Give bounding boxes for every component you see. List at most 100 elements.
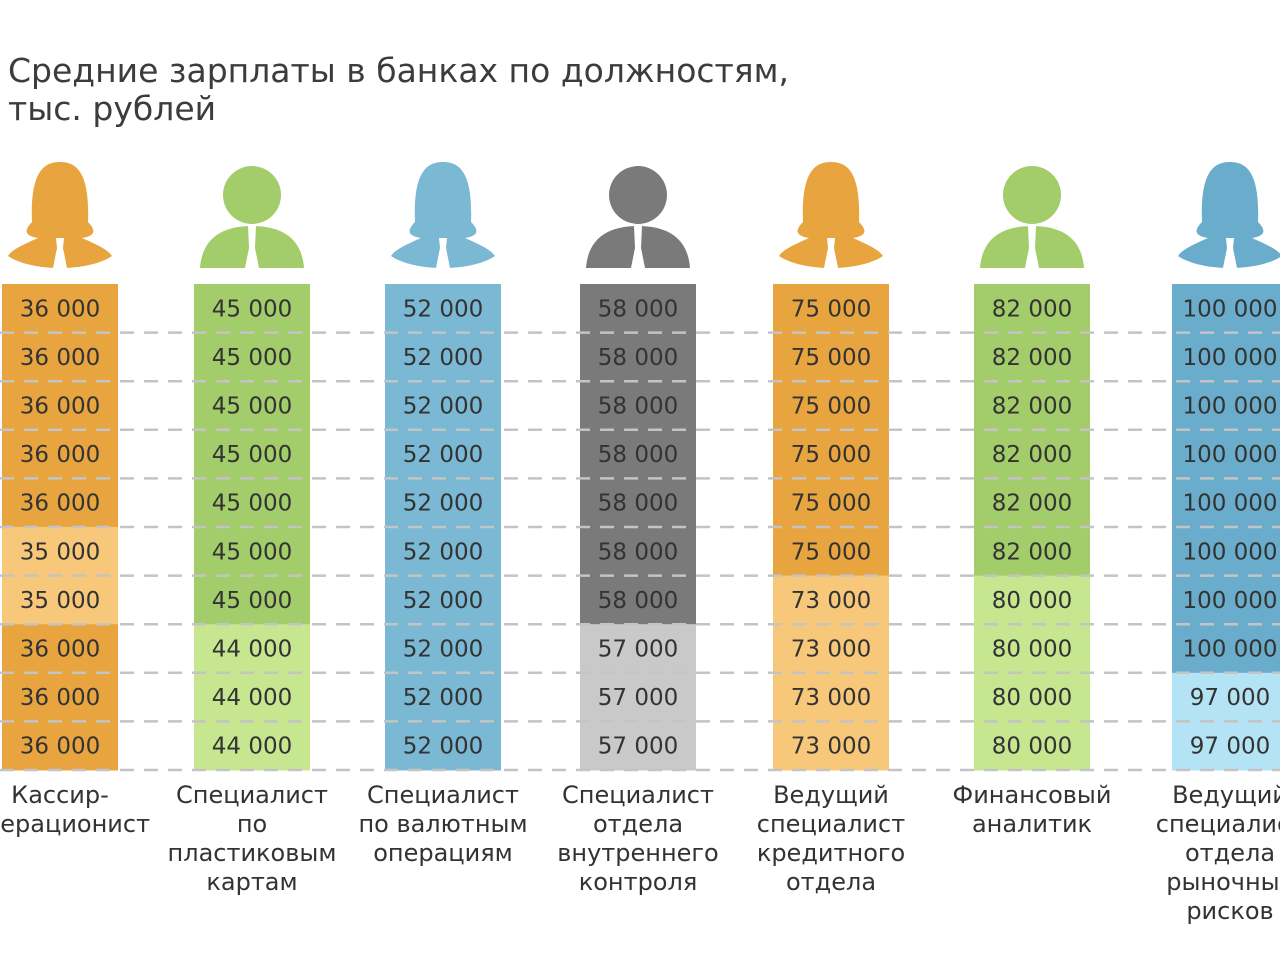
column-label-line: внутреннего: [557, 839, 719, 867]
column-label-line: отдела: [1184, 839, 1276, 867]
salary-cell: [385, 429, 501, 479]
salary-cell: [773, 624, 889, 674]
column-label-line: операциям: [373, 839, 513, 867]
salary-value: 100 000: [1182, 588, 1277, 614]
salary-value: 57 000: [598, 734, 678, 760]
female-person-icon: [391, 162, 495, 268]
female-person-icon: [1178, 162, 1280, 268]
male-person-icon: [586, 166, 690, 268]
female-person-icon: [8, 162, 112, 268]
salary-value: 52 000: [403, 637, 483, 663]
salary-cell: [580, 478, 696, 528]
column-label-line: Специалист: [176, 781, 328, 809]
male-person-icon: [200, 166, 304, 268]
salary-cell: [580, 624, 696, 674]
column-label-line: Ведущий: [1172, 781, 1280, 809]
salary-cell: [2, 429, 118, 479]
salary-value: 44 000: [212, 637, 292, 663]
salary-value: 75 000: [791, 394, 871, 420]
salary-value: 100 000: [1182, 442, 1277, 468]
salary-cell: [194, 624, 310, 674]
salary-value: 57 000: [598, 637, 678, 663]
salary-cell: [1172, 575, 1280, 625]
salary-cell: [580, 527, 696, 577]
salary-value: 36 000: [20, 296, 100, 322]
salary-cell: [1172, 672, 1280, 722]
salary-cell: [385, 284, 501, 334]
column-label-line: Специалист: [562, 781, 714, 809]
salary-cell: [385, 381, 501, 431]
salary-value: 75 000: [791, 442, 871, 468]
salary-cell: [385, 672, 501, 722]
column-label-line: Ведущий: [773, 781, 889, 809]
salary-value: 45 000: [212, 345, 292, 371]
salary-value: 35 000: [20, 588, 100, 614]
salary-value: 58 000: [598, 442, 678, 468]
salary-cell: [194, 672, 310, 722]
salary-cell: [773, 478, 889, 528]
salary-cell: [385, 527, 501, 577]
salary-cell: [773, 381, 889, 431]
column-label-line: по валютным: [358, 810, 528, 838]
column-label-line: рыночных: [1166, 868, 1280, 896]
salary-cell: [974, 672, 1090, 722]
salary-cell: [194, 527, 310, 577]
salary-cell: [1172, 478, 1280, 528]
salary-cell: [1172, 527, 1280, 577]
salary-cell: [2, 527, 118, 577]
salary-cell: [974, 478, 1090, 528]
salary-cell: [2, 575, 118, 625]
salary-cell: [773, 429, 889, 479]
salary-cell: [580, 575, 696, 625]
salary-cell: [385, 575, 501, 625]
salary-cell: [773, 575, 889, 625]
column-label-line: кредитного: [756, 839, 906, 867]
column-label: Ведущий специалист кредитного отдела: [731, 781, 931, 897]
salary-value: 58 000: [598, 394, 678, 420]
salary-cell: [773, 672, 889, 722]
salary-cell: [773, 527, 889, 577]
column-label-line: картам: [206, 868, 298, 896]
salary-value: 44 000: [212, 685, 292, 711]
salary-cell: [1172, 381, 1280, 431]
salary-cell: [974, 429, 1090, 479]
salary-value: 73 000: [791, 637, 871, 663]
salary-cell: [2, 721, 118, 771]
salary-value: 75 000: [791, 539, 871, 565]
salary-cell: [1172, 332, 1280, 382]
salary-cell: [974, 284, 1090, 334]
salary-value: 58 000: [598, 296, 678, 322]
salary-cell: [2, 284, 118, 334]
salary-value: 36 000: [20, 637, 100, 663]
salary-cell: [773, 721, 889, 771]
salary-value: 100 000: [1182, 637, 1277, 663]
salary-value: 100 000: [1182, 539, 1277, 565]
salary-value: 97 000: [1190, 685, 1270, 711]
column-label-line: рисков: [1186, 897, 1274, 925]
salary-value: 58 000: [598, 345, 678, 371]
salary-cell: [2, 478, 118, 528]
salary-value: 36 000: [20, 734, 100, 760]
salary-cell: [2, 672, 118, 722]
salary-cell: [194, 478, 310, 528]
column-label-line: пластиковым: [167, 839, 337, 867]
salary-cell: [580, 284, 696, 334]
salary-cell: [1172, 284, 1280, 334]
chart-title: Средние зарплаты в банках по должностям,…: [8, 51, 790, 128]
column-label-line: отдела: [592, 810, 684, 838]
female-person-icon: [779, 162, 883, 268]
salary-cell: [974, 624, 1090, 674]
salary-value: 80 000: [992, 734, 1072, 760]
column-label-line: отдела: [785, 868, 877, 896]
salary-value: 45 000: [212, 442, 292, 468]
salary-cell: [580, 429, 696, 479]
salary-cell: [2, 624, 118, 674]
salary-value: 100 000: [1182, 491, 1277, 517]
salary-value: 52 000: [403, 345, 483, 371]
column-label: Финансовый аналитик: [932, 781, 1132, 839]
salary-value: 82 000: [992, 394, 1072, 420]
salary-value: 45 000: [212, 296, 292, 322]
salary-value: 45 000: [212, 588, 292, 614]
salary-value: 100 000: [1182, 296, 1277, 322]
salary-value: 100 000: [1182, 345, 1277, 371]
